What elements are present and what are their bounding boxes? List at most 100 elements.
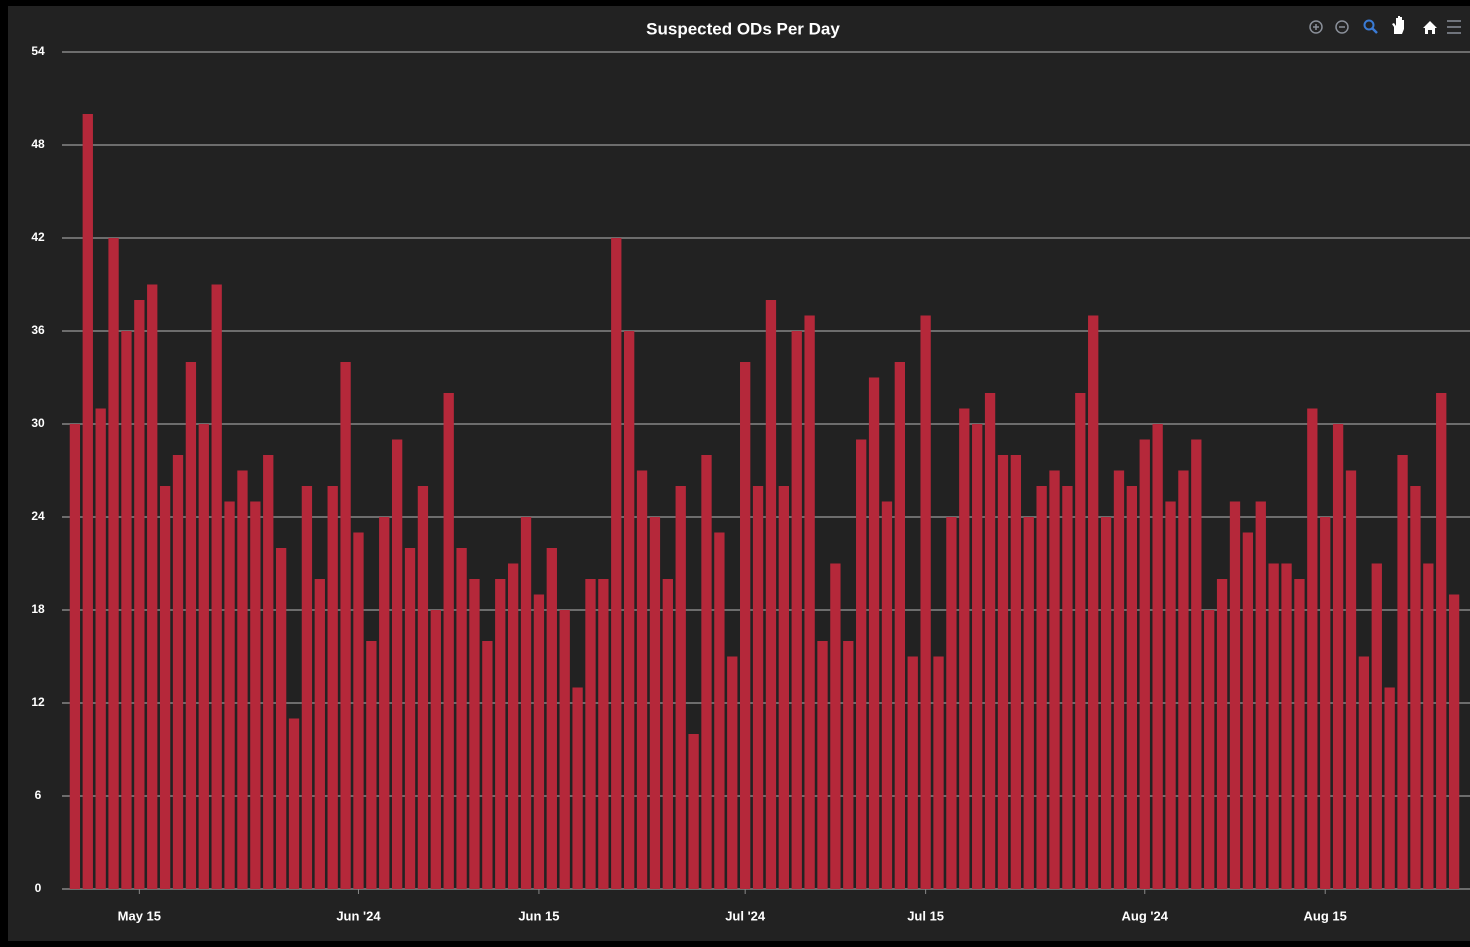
bar bbox=[933, 656, 944, 889]
bar bbox=[1448, 594, 1460, 889]
bar bbox=[1436, 393, 1447, 889]
bar bbox=[662, 579, 673, 889]
bar bbox=[997, 455, 1009, 889]
bar bbox=[1255, 501, 1266, 889]
bar bbox=[1371, 563, 1382, 889]
bar bbox=[121, 331, 132, 889]
y-tick-label: 54 bbox=[31, 44, 45, 58]
bar bbox=[1345, 470, 1357, 889]
y-tick-label: 12 bbox=[31, 695, 45, 709]
bar bbox=[379, 517, 390, 889]
bar bbox=[1410, 486, 1421, 889]
bar bbox=[856, 439, 867, 889]
bar bbox=[946, 517, 957, 889]
bar bbox=[533, 594, 545, 889]
x-tick-label: Jun '24 bbox=[336, 908, 381, 923]
pan-button[interactable] bbox=[1392, 16, 1404, 34]
bar bbox=[894, 362, 905, 889]
bar bbox=[147, 284, 158, 889]
y-tick-label: 0 bbox=[35, 881, 42, 895]
bar bbox=[804, 315, 815, 889]
bar bbox=[1023, 517, 1034, 889]
bar bbox=[327, 486, 338, 889]
bar bbox=[275, 548, 287, 889]
bar bbox=[1307, 408, 1318, 889]
zoom-in-button[interactable] bbox=[1309, 20, 1323, 34]
bar bbox=[1320, 517, 1331, 889]
bar bbox=[366, 641, 377, 889]
bar bbox=[443, 393, 454, 889]
bar bbox=[1191, 439, 1202, 889]
bar bbox=[1062, 486, 1073, 889]
bar bbox=[636, 470, 648, 889]
bar bbox=[495, 579, 506, 889]
bar bbox=[314, 579, 325, 889]
bar bbox=[1113, 470, 1125, 889]
bar bbox=[972, 424, 983, 889]
toolbar bbox=[1309, 16, 1461, 34]
bar bbox=[224, 501, 235, 889]
bar bbox=[959, 408, 970, 889]
bar bbox=[340, 362, 351, 889]
bar bbox=[1204, 610, 1215, 889]
bar bbox=[237, 470, 248, 889]
x-tick-label: Jun 15 bbox=[518, 908, 559, 923]
bar bbox=[417, 486, 429, 889]
bar bbox=[907, 656, 918, 889]
menu-button[interactable] bbox=[1447, 20, 1461, 34]
bar bbox=[172, 455, 184, 889]
bar bbox=[1178, 470, 1189, 889]
x-tick-label: Aug 15 bbox=[1304, 908, 1347, 923]
y-tick-label: 18 bbox=[31, 602, 45, 616]
bar bbox=[1332, 424, 1344, 889]
bar bbox=[1384, 687, 1395, 889]
bar bbox=[108, 238, 119, 889]
bar bbox=[572, 687, 583, 889]
bar bbox=[585, 579, 596, 889]
bar bbox=[791, 331, 802, 889]
bar bbox=[778, 486, 789, 889]
bar bbox=[881, 501, 893, 889]
y-tick-label: 30 bbox=[31, 416, 45, 430]
bar bbox=[1075, 393, 1086, 889]
bar bbox=[830, 563, 841, 889]
bar bbox=[482, 641, 493, 889]
bar bbox=[843, 641, 854, 889]
zoom-select-button[interactable] bbox=[1363, 19, 1378, 34]
bar bbox=[1049, 470, 1060, 889]
y-tick-label: 36 bbox=[31, 323, 45, 337]
bar bbox=[727, 656, 738, 889]
bar bbox=[1152, 424, 1163, 889]
bar bbox=[688, 734, 699, 889]
bar bbox=[1036, 486, 1047, 889]
bar bbox=[1010, 455, 1022, 889]
bar bbox=[1139, 439, 1150, 889]
bar bbox=[159, 486, 171, 889]
bar bbox=[134, 300, 145, 889]
bar bbox=[1216, 579, 1228, 889]
bar bbox=[817, 641, 828, 889]
bar bbox=[198, 424, 209, 889]
bar bbox=[714, 532, 725, 889]
bar bbox=[1088, 315, 1099, 889]
zoom-out-button[interactable] bbox=[1335, 20, 1349, 34]
bar bbox=[263, 455, 274, 889]
bar bbox=[920, 315, 931, 889]
x-tick-label: Jul '24 bbox=[725, 908, 766, 923]
bar bbox=[95, 408, 106, 889]
bar bbox=[430, 610, 441, 889]
bar bbox=[507, 563, 519, 889]
bar bbox=[1242, 532, 1254, 889]
bar bbox=[752, 486, 764, 889]
bar bbox=[1268, 563, 1279, 889]
x-tick-label: May 15 bbox=[118, 908, 161, 923]
bar bbox=[301, 486, 313, 889]
reset-button[interactable] bbox=[1423, 21, 1437, 34]
bar bbox=[1100, 517, 1112, 889]
bar bbox=[1126, 486, 1138, 889]
bar bbox=[82, 114, 93, 889]
bar bbox=[250, 501, 261, 889]
bar bbox=[469, 579, 480, 889]
bar bbox=[1423, 563, 1434, 889]
